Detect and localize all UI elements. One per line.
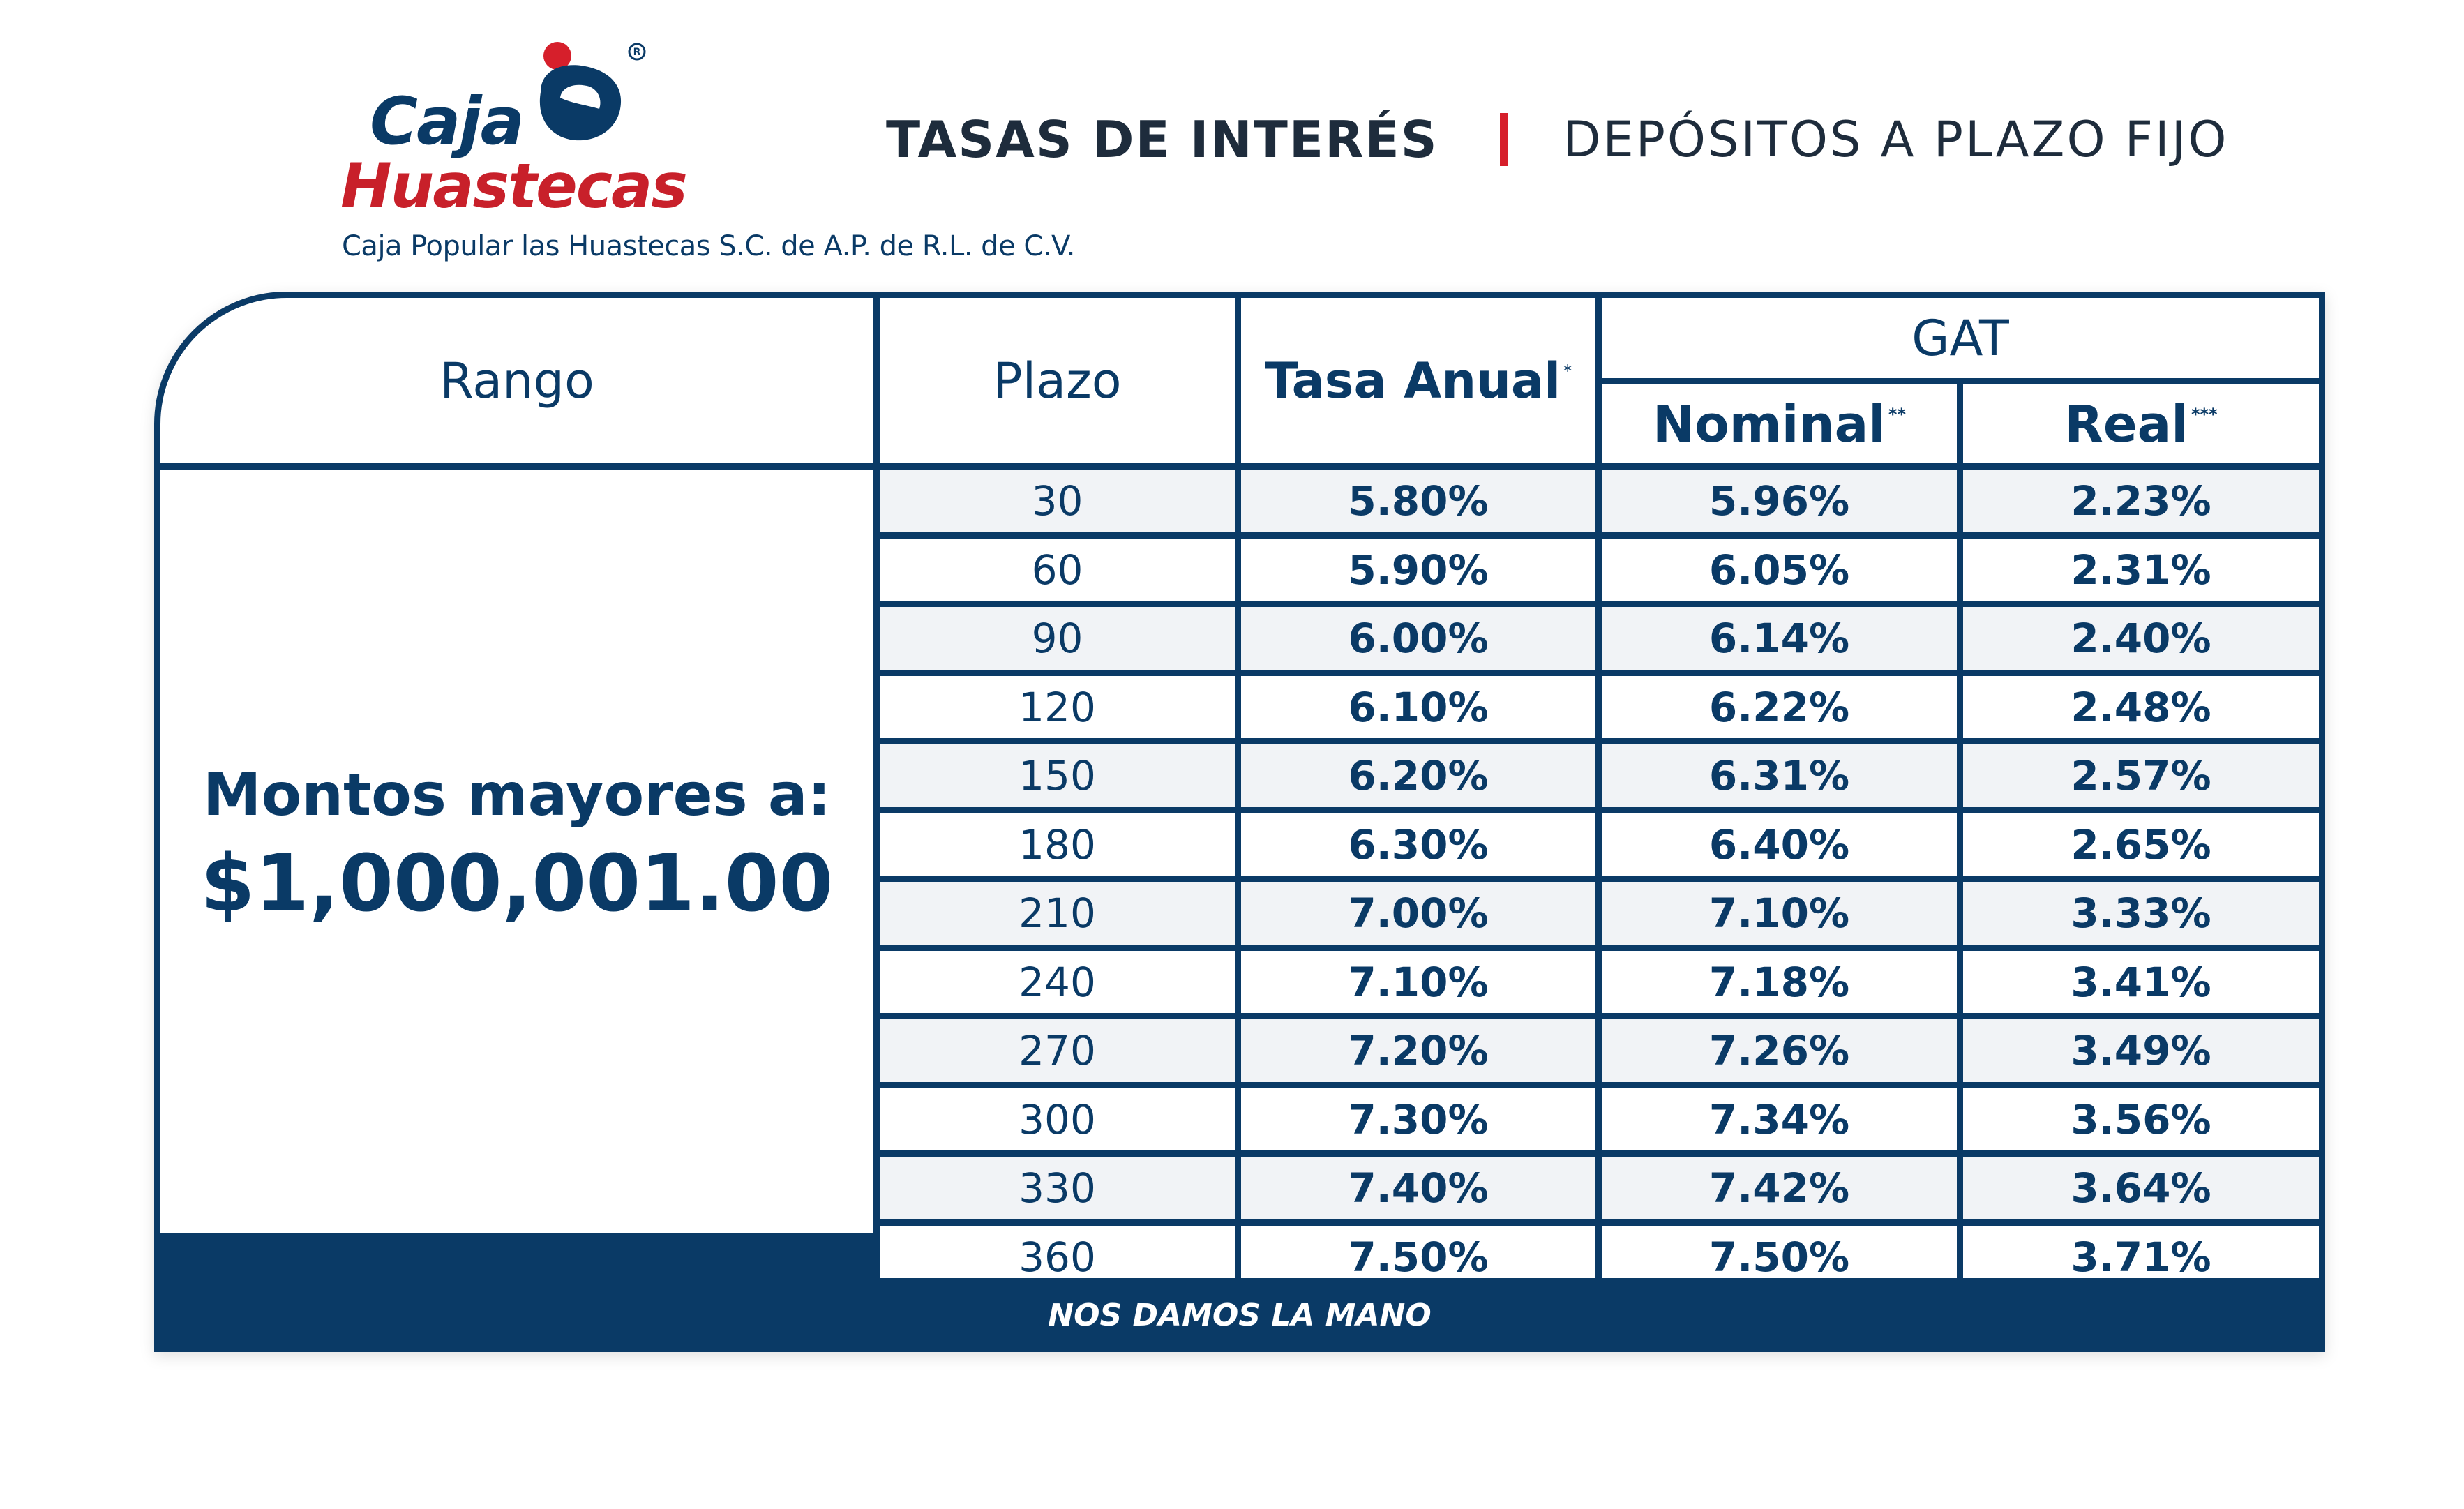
nominal-header-label: Nominal	[1652, 394, 1886, 453]
cell-plazo: 330	[873, 1150, 1241, 1226]
caja-huastecas-logo-icon: R	[539, 42, 646, 141]
cell-real: 2.31%	[1957, 532, 2325, 608]
cell-tasa: 5.90%	[1235, 532, 1602, 608]
cell-tasa: 5.80%	[1235, 463, 1602, 539]
header-divider	[1499, 113, 1508, 166]
cell-real: 2.23%	[1957, 463, 2325, 539]
cell-tasa: 6.30%	[1235, 807, 1602, 883]
cell-tasa: 6.10%	[1235, 670, 1602, 745]
cell-plazo: 300	[873, 1082, 1241, 1157]
column-header-tasa-anual: Tasa Anual *	[1235, 292, 1602, 470]
svg-text:R: R	[633, 47, 641, 58]
column-header-gat: GAT	[1595, 292, 2325, 384]
page-header: TASAS DE INTERÉS DEPÓSITOS A PLAZO FIJO	[886, 105, 2421, 174]
brand-name-huastecas: Huastecas	[340, 150, 688, 222]
page-subtitle: DEPÓSITOS A PLAZO FIJO	[1563, 111, 2229, 168]
cell-nominal: 7.42%	[1595, 1150, 1963, 1226]
gat-header-label: GAT	[1911, 309, 2009, 367]
range-amount: $1,000,001.00	[200, 839, 834, 929]
column-header-real: Real ***	[1957, 378, 2325, 470]
cell-real: 2.40%	[1957, 601, 2325, 676]
rango-header-label: Rango	[440, 352, 594, 410]
cell-plazo: 180	[873, 807, 1241, 883]
cell-nominal: 7.34%	[1595, 1082, 1963, 1157]
column-header-rango: Rango	[154, 292, 880, 470]
cell-real: 3.33%	[1957, 876, 2325, 951]
cell-tasa: 7.30%	[1235, 1082, 1602, 1157]
tasa-footnote-mark: *	[1563, 361, 1572, 381]
plazo-header-label: Plazo	[993, 352, 1122, 410]
cell-plazo: 30	[873, 463, 1241, 539]
cell-nominal: 6.05%	[1595, 532, 1963, 608]
cell-real: 3.64%	[1957, 1150, 2325, 1226]
range-cell: Montos mayores a: $1,000,001.00	[154, 464, 880, 1240]
cell-plazo: 240	[873, 945, 1241, 1020]
tasa-header-label: Tasa Anual	[1264, 352, 1561, 410]
brand-legal-name: Caja Popular las Huastecas S.C. de A.P. …	[342, 230, 1075, 262]
cell-plazo: 210	[873, 876, 1241, 951]
cell-real: 2.48%	[1957, 670, 2325, 745]
cell-nominal: 5.96%	[1595, 463, 1963, 539]
nominal-footnote-mark: **	[1888, 404, 1907, 424]
cell-tasa: 7.20%	[1235, 1013, 1602, 1088]
footer-band: NOS DAMOS LA MANO	[154, 1278, 2325, 1352]
cell-nominal: 7.18%	[1595, 945, 1963, 1020]
cell-plazo: 120	[873, 670, 1241, 745]
cell-plazo: 270	[873, 1013, 1241, 1088]
cell-tasa: 6.00%	[1235, 601, 1602, 676]
brand-name-caja: Caja	[370, 84, 525, 160]
cell-real: 3.49%	[1957, 1013, 2325, 1088]
cell-tasa: 6.20%	[1235, 738, 1602, 813]
brand-logo: R Caja Huastecas Caja Popular las Huaste…	[335, 28, 1102, 265]
cell-nominal: 7.10%	[1595, 876, 1963, 951]
column-header-nominal: Nominal **	[1595, 378, 1963, 470]
rates-table: Rango Montos mayores a: $1,000,001.00 Pl…	[154, 292, 2325, 1352]
cell-plazo: 90	[873, 601, 1241, 676]
cell-plazo: 60	[873, 532, 1241, 608]
cell-tasa: 7.10%	[1235, 945, 1602, 1020]
cell-real: 2.65%	[1957, 807, 2325, 883]
cell-nominal: 7.26%	[1595, 1013, 1963, 1088]
cell-nominal: 6.14%	[1595, 601, 1963, 676]
cell-plazo: 150	[873, 738, 1241, 813]
footer-band-left	[154, 1238, 880, 1279]
range-label: Montos mayores a:	[202, 760, 832, 829]
real-footnote-mark: ***	[2191, 404, 2218, 424]
column-header-plazo: Plazo	[873, 292, 1241, 470]
real-header-label: Real	[2064, 394, 2188, 453]
cell-nominal: 6.31%	[1595, 738, 1963, 813]
cell-nominal: 6.22%	[1595, 670, 1963, 745]
cell-real: 3.56%	[1957, 1082, 2325, 1157]
cell-nominal: 6.40%	[1595, 807, 1963, 883]
cell-tasa: 7.40%	[1235, 1150, 1602, 1226]
cell-real: 2.57%	[1957, 738, 2325, 813]
page-title: TASAS DE INTERÉS	[886, 110, 1438, 169]
cell-tasa: 7.00%	[1235, 876, 1602, 951]
cell-real: 3.41%	[1957, 945, 2325, 1020]
footer-slogan: NOS DAMOS LA MANO	[1048, 1297, 1432, 1333]
